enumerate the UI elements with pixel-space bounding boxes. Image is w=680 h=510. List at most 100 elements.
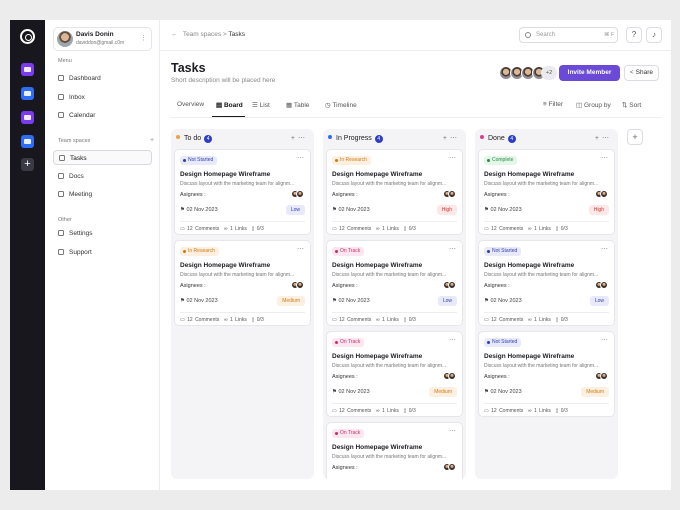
task-card[interactable]: On Track ⋯ Design Homepage Wireframe Discus… bbox=[326, 331, 463, 417]
more-icon[interactable]: ⋯ bbox=[297, 246, 304, 253]
tab-table[interactable]: ▦ Table bbox=[286, 101, 309, 109]
more-icon[interactable]: ⋯ bbox=[297, 155, 304, 162]
other-section-title: Other bbox=[58, 217, 72, 223]
invite-member-button[interactable]: Invite Member bbox=[559, 65, 620, 81]
more-icon[interactable]: ⋯ bbox=[450, 135, 460, 142]
assignee-avatars[interactable] bbox=[443, 281, 456, 290]
sidebar-item-label: Inbox bbox=[69, 94, 85, 101]
more-icon[interactable]: ⋯ bbox=[601, 155, 608, 162]
tab-overview[interactable]: Overview bbox=[177, 101, 205, 108]
search-input[interactable]: Search ⌘ F bbox=[519, 27, 618, 43]
task-card[interactable]: In Research ⋯ Design Homepage Wireframe Dis… bbox=[174, 240, 311, 326]
more-vertical-icon[interactable]: ⋮ bbox=[140, 35, 147, 42]
files-count: 0/3 bbox=[408, 226, 416, 232]
workspace-1-icon[interactable] bbox=[21, 63, 34, 76]
assignee-avatars[interactable] bbox=[291, 190, 304, 199]
more-icon[interactable]: ⋯ bbox=[449, 337, 456, 344]
file-icon: ▯ bbox=[555, 408, 559, 414]
user-name: Davis Donin bbox=[76, 31, 114, 38]
comment-icon: ▭ bbox=[332, 317, 337, 323]
add-card-icon[interactable]: + bbox=[290, 135, 298, 142]
sidebar-item-meeting[interactable]: Meeting bbox=[53, 187, 152, 202]
sidebar-item-support[interactable]: Support bbox=[53, 245, 152, 260]
gear-icon bbox=[58, 230, 64, 236]
link-icon: ∞ bbox=[528, 408, 532, 414]
assignees-label: Asignees : bbox=[484, 374, 510, 380]
task-card[interactable]: Not Started ⋯ Design Homepage Wireframe Dis… bbox=[478, 240, 615, 326]
priority-badge: Medium bbox=[581, 387, 609, 397]
sort-button[interactable]: ⇅ Sort bbox=[622, 101, 641, 109]
tab-timeline[interactable]: ◷ Timeline bbox=[325, 101, 357, 109]
back-arrow-icon[interactable]: ← bbox=[171, 31, 178, 38]
assignee-avatars[interactable] bbox=[443, 463, 456, 472]
assignees-label: Asignees : bbox=[180, 192, 206, 198]
filter-button[interactable]: ≡ Filter bbox=[543, 101, 563, 108]
sidebar-item-dashboard[interactable]: Dashboard bbox=[53, 71, 152, 86]
sidebar-item-docs[interactable]: Docs bbox=[53, 169, 152, 184]
more-icon[interactable]: ⋯ bbox=[449, 246, 456, 253]
logo-icon[interactable] bbox=[20, 29, 35, 44]
group-by-button[interactable]: ◫ Group by bbox=[576, 101, 611, 109]
add-card-icon[interactable]: + bbox=[442, 135, 450, 142]
add-workspace-button[interactable]: + bbox=[21, 158, 34, 171]
sidebar-item-calendar[interactable]: Calendar bbox=[53, 108, 152, 123]
workspace-2-icon[interactable] bbox=[21, 87, 34, 100]
more-icon[interactable]: ⋯ bbox=[601, 246, 608, 253]
more-icon[interactable]: ⋯ bbox=[449, 428, 456, 435]
workspace-4-icon[interactable] bbox=[21, 135, 34, 148]
due-date-text: 02 Nov 2023 bbox=[490, 389, 522, 395]
help-icon[interactable]: ? bbox=[626, 27, 642, 43]
task-card[interactable]: In Research ⋯ Design Homepage Wireframe Dis… bbox=[326, 149, 463, 235]
tab-board[interactable]: ▤ Board bbox=[216, 101, 243, 109]
more-icon[interactable]: ⋯ bbox=[449, 155, 456, 162]
main-content: ← Team spaces > Tasks Search ⌘ F ? ♪ Tas… bbox=[160, 20, 671, 490]
due-date-text: 02 Nov 2023 bbox=[490, 298, 522, 304]
add-column-button[interactable]: + bbox=[627, 129, 643, 145]
sidebar-item-inbox[interactable]: Inbox bbox=[53, 90, 152, 105]
assignee-avatars[interactable] bbox=[443, 372, 456, 381]
links-count: 1 Links bbox=[230, 317, 247, 323]
link-icon: ∞ bbox=[528, 226, 532, 232]
add-teamspace-icon[interactable]: + bbox=[150, 137, 155, 144]
task-card[interactable]: On Track ⋯ Design Homepage Wireframe Discus… bbox=[326, 422, 463, 479]
assignee-avatars[interactable] bbox=[291, 281, 304, 290]
file-icon: ▯ bbox=[555, 226, 559, 232]
column-actions[interactable]: +⋯ bbox=[443, 134, 460, 142]
status-badge: In Research bbox=[332, 156, 371, 165]
column-actions[interactable]: +⋯ bbox=[595, 134, 612, 142]
card-divider bbox=[484, 221, 609, 222]
column-header: Done 4 bbox=[480, 135, 516, 143]
bell-icon[interactable]: ♪ bbox=[646, 27, 662, 43]
task-card[interactable]: Not Started ⋯ Design Homepage Wireframe Dis… bbox=[174, 149, 311, 235]
assignee-avatars[interactable] bbox=[595, 281, 608, 290]
tabs-divider bbox=[171, 117, 661, 118]
more-icon[interactable]: ⋯ bbox=[601, 337, 608, 344]
more-icon[interactable]: ⋯ bbox=[602, 135, 612, 142]
members-more-badge[interactable]: +2 bbox=[541, 66, 557, 80]
add-card-icon[interactable]: + bbox=[594, 135, 602, 142]
more-icon[interactable]: ⋯ bbox=[298, 135, 308, 142]
workspace-3-icon[interactable] bbox=[21, 111, 34, 124]
comments-count: 12 Comments bbox=[187, 226, 220, 232]
card-description: Discuss layout with the marketing team f… bbox=[332, 272, 447, 278]
task-card[interactable]: Complete ⋯ Design Homepage Wireframe Discus… bbox=[478, 149, 615, 235]
link-icon: ∞ bbox=[376, 408, 380, 414]
assignee-avatars[interactable] bbox=[595, 190, 608, 199]
calendar-icon bbox=[58, 112, 64, 118]
assignee-avatars[interactable] bbox=[443, 190, 456, 199]
sidebar-item-label: Docs bbox=[69, 173, 84, 180]
column-header: In Progress 4 bbox=[328, 135, 383, 143]
breadcrumb-parent[interactable]: Team spaces bbox=[182, 31, 222, 38]
sidebar-item-settings[interactable]: Settings bbox=[53, 226, 152, 241]
assignee-avatars[interactable] bbox=[595, 372, 608, 381]
task-card[interactable]: On Track ⋯ Design Homepage Wireframe Discus… bbox=[326, 240, 463, 326]
task-card[interactable]: Not Started ⋯ Design Homepage Wireframe Dis… bbox=[478, 331, 615, 417]
card-footer: ▭ 12 Comments ∞ 1 Links ▯ 0/3 bbox=[332, 408, 416, 414]
sidebar-item-tasks[interactable]: Tasks bbox=[53, 150, 152, 165]
column-actions[interactable]: +⋯ bbox=[291, 134, 308, 142]
user-profile[interactable]: Davis Donin daviddon@gmail.c0m ⋮ bbox=[53, 27, 152, 51]
support-icon bbox=[58, 249, 64, 255]
tab-list[interactable]: ☰ List bbox=[252, 101, 270, 109]
share-button[interactable]: Share bbox=[624, 65, 659, 81]
card-footer: ▭ 12 Comments ∞ 1 Links ▯ 0/3 bbox=[332, 317, 416, 323]
